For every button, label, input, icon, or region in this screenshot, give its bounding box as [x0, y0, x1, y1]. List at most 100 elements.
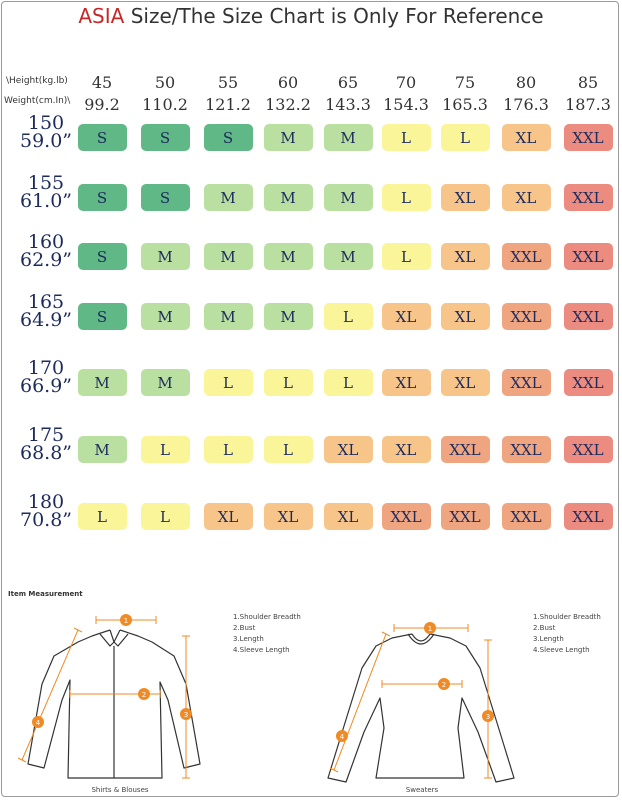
weight-lb-header: 99.2 [84, 95, 120, 114]
size-cell: XL [323, 436, 373, 463]
size-cell: M [77, 369, 127, 396]
size-cell: XXL [563, 184, 613, 211]
size-cell: M [203, 184, 253, 211]
size-cell: XL [381, 436, 431, 463]
size-cell: M [140, 369, 190, 396]
shirt-marker-3: 3 [184, 711, 188, 719]
height-cm-label: 160 [27, 231, 65, 253]
legend-bust: 2.Bust [233, 624, 256, 632]
weight-kg-header: 70 [395, 73, 417, 92]
size-cell: S [77, 124, 127, 151]
sweater-marker-4: 4 [340, 733, 345, 741]
sweater-legend: 1.Shoulder Breadth 2.Bust 3.Length 4.Sle… [533, 612, 601, 656]
size-cell: XL [501, 124, 551, 151]
size-cell: M [77, 436, 127, 463]
size-cell: XXL [440, 503, 490, 530]
size-cell: XL [440, 303, 490, 330]
size-cell: XXL [563, 436, 613, 463]
size-cell: XXL [563, 503, 613, 530]
height-cm-label: 170 [27, 357, 65, 379]
legend-length: 3.Length [533, 635, 564, 643]
size-cell: XL [203, 503, 253, 530]
size-cell: L [323, 369, 373, 396]
weight-kg-header: 65 [337, 73, 359, 92]
size-cell: L [263, 369, 313, 396]
height-in-label: 68.8” [19, 442, 73, 464]
sweater-marker-1: 1 [428, 625, 432, 633]
size-cell: M [263, 124, 313, 151]
weight-lb-header: 132.2 [265, 95, 311, 114]
sweater-markers [336, 622, 494, 742]
size-cell: XL [440, 369, 490, 396]
size-cell: XL [501, 184, 551, 211]
size-cell: XXL [563, 243, 613, 270]
size-cell: L [263, 436, 313, 463]
size-cell: L [381, 124, 431, 151]
weight-lb-header: 176.3 [503, 95, 549, 114]
size-cell: L [381, 184, 431, 211]
size-cell: XXL [501, 303, 551, 330]
page-title: ASIA Size/The Size Chart is Only For Ref… [0, 4, 622, 28]
size-cell: XL [381, 303, 431, 330]
size-cell: L [440, 124, 490, 151]
weight-lb-header: 143.3 [325, 95, 371, 114]
size-cell: XXL [563, 124, 613, 151]
weight-lb-header: 154.3 [383, 95, 429, 114]
height-in-label: 70.8” [19, 509, 73, 531]
size-cell: M [140, 303, 190, 330]
size-cell: XL [323, 503, 373, 530]
shirt-diagram: 1 2 3 4 [17, 614, 201, 779]
height-cm-label: 155 [27, 172, 65, 194]
weight-kg-header: 50 [154, 73, 176, 92]
size-cell: L [323, 303, 373, 330]
legend-shoulder: 1.Shoulder Breadth [233, 613, 301, 621]
sweater-marker-2: 2 [442, 681, 446, 689]
shirt-marker-4: 4 [36, 719, 41, 727]
sweater-diagram: 1 2 3 4 [327, 622, 515, 783]
weight-kg-header: 60 [277, 73, 299, 92]
size-cell: M [203, 303, 253, 330]
size-cell: M [323, 124, 373, 151]
size-cell: S [140, 184, 190, 211]
size-cell: XL [263, 503, 313, 530]
height-in-label: 64.9” [19, 309, 73, 331]
size-cell: XXL [440, 436, 490, 463]
legend-shoulder: 1.Shoulder Breadth [533, 613, 601, 621]
height-in-label: 59.0” [19, 130, 73, 152]
title-accent: ASIA [78, 4, 125, 28]
size-cell: S [77, 184, 127, 211]
height-in-label: 66.9” [19, 375, 73, 397]
shirt-markers [32, 614, 192, 728]
size-cell: M [263, 243, 313, 270]
size-cell: L [140, 503, 190, 530]
weight-kg-header: 45 [91, 73, 113, 92]
sweater-caption: Sweaters [405, 786, 439, 794]
legend-sleeve: 4.Sleeve Length [233, 646, 290, 654]
size-cell: XL [381, 369, 431, 396]
size-cell: L [203, 369, 253, 396]
legend-length: 3.Length [233, 635, 264, 643]
weight-kg-header: 85 [577, 73, 599, 92]
size-cell: M [323, 184, 373, 211]
weight-lb-header: 110.2 [142, 95, 188, 114]
weight-lb-header: 121.2 [205, 95, 251, 114]
shirt-caption: Shirts & Blouses [91, 786, 149, 794]
size-cell: M [203, 243, 253, 270]
size-cell: XL [440, 184, 490, 211]
legend-sleeve: 4.Sleeve Length [533, 646, 590, 654]
shirt-marker-1: 1 [124, 617, 128, 625]
weight-lb-header: 165.3 [442, 95, 488, 114]
height-cm-label: 180 [27, 491, 65, 513]
weight-lb-header: 187.3 [565, 95, 611, 114]
size-cell: L [203, 436, 253, 463]
size-cell: XXL [563, 369, 613, 396]
size-cell: XL [440, 243, 490, 270]
weight-kg-header: 75 [454, 73, 476, 92]
size-cell: M [140, 243, 190, 270]
height-cm-label: 165 [27, 291, 65, 313]
height-cm-label: 150 [27, 112, 65, 134]
title-text: Size/The Size Chart is Only For Referenc… [124, 4, 544, 28]
size-cell: XXL [381, 503, 431, 530]
item-measurement-title: Item Measurement [8, 590, 83, 598]
size-cell: S [140, 124, 190, 151]
